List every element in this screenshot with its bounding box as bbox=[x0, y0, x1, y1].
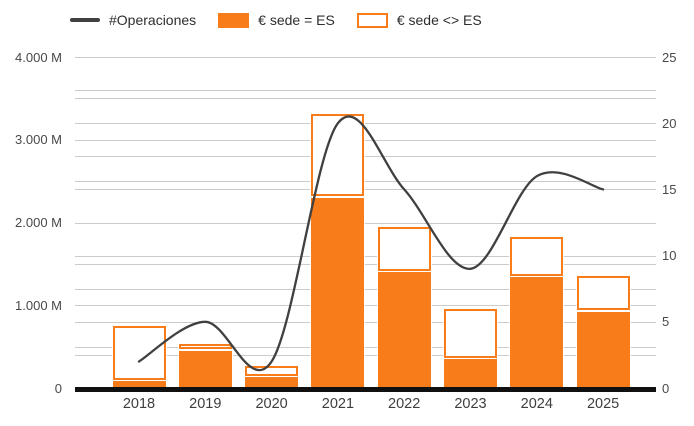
y-axis-right-tick-25: 25 bbox=[662, 49, 677, 65]
x-axis-label-2020: 2020 bbox=[255, 396, 288, 412]
bar-group-2025[interactable] bbox=[576, 57, 630, 391]
y-axis-right-tick-0: 0 bbox=[662, 380, 670, 396]
y-axis-left-tick-3000: 3.000 M bbox=[15, 132, 62, 148]
bar-non-es-segment-2018[interactable] bbox=[112, 326, 166, 380]
bar-non-es-segment-2019[interactable] bbox=[178, 344, 232, 350]
gridline-right-10 bbox=[75, 255, 656, 257]
bar-non-es-segment-2025[interactable] bbox=[576, 276, 630, 311]
bar-es-segment-2018[interactable] bbox=[112, 381, 166, 391]
gridline-right-15 bbox=[75, 189, 656, 191]
operaciones-line-path[interactable] bbox=[137, 115, 605, 372]
y-axis-left-tick-1000: 1.000 M bbox=[15, 297, 62, 313]
bar-non-es-segment-2023[interactable] bbox=[444, 309, 497, 358]
bar-group-2021[interactable] bbox=[311, 57, 365, 391]
gridline-right-2.5 bbox=[75, 354, 656, 356]
legend: #Operaciones € sede = ES € sede <> ES bbox=[70, 12, 482, 28]
gridline-right-5 bbox=[75, 321, 656, 323]
plot-area bbox=[75, 57, 656, 392]
gridline-left-2500 bbox=[75, 181, 656, 183]
bar-non-es-segment-2024[interactable] bbox=[510, 236, 564, 276]
y-axis-left: 0 1.000 M 2.000 M 3.000 M 4.000 M bbox=[0, 50, 70, 396]
bar-es-segment-2025[interactable] bbox=[576, 311, 630, 391]
gridline-right-7.5 bbox=[75, 288, 656, 290]
bar-es-segment-2023[interactable] bbox=[444, 359, 497, 391]
x-axis-label-2023: 2023 bbox=[454, 396, 487, 412]
bar-es-segment-2019[interactable] bbox=[178, 350, 232, 391]
y-axis-right-tick-5: 5 bbox=[662, 314, 670, 330]
legend-item-sede-no-es[interactable]: € sede <> ES bbox=[356, 12, 482, 28]
x-axis-label-2024: 2024 bbox=[520, 396, 553, 412]
bar-group-2018[interactable] bbox=[112, 57, 166, 391]
y-axis-left-tick-2000: 2.000 M bbox=[15, 215, 62, 230]
line-series-swatch-icon bbox=[70, 18, 100, 22]
bar-es-segment-2024[interactable] bbox=[510, 277, 564, 391]
bar-non-es-segment-2021[interactable] bbox=[311, 114, 365, 197]
x-axis-baseline bbox=[75, 387, 656, 392]
bar-group-2019[interactable] bbox=[178, 57, 232, 391]
bar-es-segment-2022[interactable] bbox=[377, 272, 431, 391]
gridline-right-20 bbox=[75, 123, 656, 125]
gridline-right-22.5 bbox=[75, 90, 656, 92]
x-axis-label-2018: 2018 bbox=[122, 396, 156, 412]
filled-bar-swatch-icon bbox=[218, 12, 250, 28]
x-axis-label-2022: 2022 bbox=[388, 396, 421, 412]
gridline-right-25 bbox=[75, 57, 656, 58]
gridline-left-3000 bbox=[75, 139, 656, 141]
outlined-bar-swatch-icon bbox=[356, 12, 388, 28]
gridline-right-12.5 bbox=[75, 222, 656, 224]
gridline-left-1500 bbox=[75, 263, 656, 265]
y-axis-right-tick-20: 20 bbox=[662, 115, 677, 131]
gridline-left-500 bbox=[75, 346, 656, 348]
legend-label-sede-no-es: € sede <> ES bbox=[396, 12, 482, 28]
legend-item-sede-es[interactable]: € sede = ES bbox=[218, 12, 335, 28]
legend-item-operaciones[interactable]: #Operaciones bbox=[70, 12, 196, 28]
y-axis-left-tick-4000: 4.000 M bbox=[15, 49, 62, 65]
gridline-left-1000 bbox=[75, 305, 656, 307]
legend-label-sede-es: € sede = ES bbox=[258, 12, 335, 28]
y-axis-left-tick-0: 0 bbox=[54, 380, 62, 396]
bar-group-2022[interactable] bbox=[377, 57, 431, 391]
x-axis-label-2025: 2025 bbox=[586, 396, 620, 412]
x-axis-label-2021: 2021 bbox=[321, 396, 355, 412]
bar-non-es-segment-2020[interactable] bbox=[245, 365, 299, 376]
y-axis-right-tick-10: 10 bbox=[662, 248, 677, 264]
gridline-right-17.5 bbox=[75, 156, 656, 158]
legend-label-operaciones: #Operaciones bbox=[109, 12, 197, 28]
y-axis-right: 0 5 10 15 20 25 bbox=[662, 50, 694, 396]
gridline-left-3500 bbox=[75, 98, 656, 100]
bar-es-segment-2021[interactable] bbox=[311, 197, 365, 391]
bar-group-2023[interactable] bbox=[444, 57, 497, 391]
bar-non-es-segment-2022[interactable] bbox=[377, 226, 431, 271]
x-axis-labels: 2018 2019 2020 2021 2022 2023 2024 2025 bbox=[75, 396, 656, 416]
bars-layer bbox=[75, 57, 656, 391]
operaciones-line-chart bbox=[137, 115, 605, 372]
x-axis-label-2019: 2019 bbox=[189, 396, 222, 412]
bar-group-2024[interactable] bbox=[510, 57, 564, 391]
y-axis-right-tick-15: 15 bbox=[662, 181, 677, 197]
